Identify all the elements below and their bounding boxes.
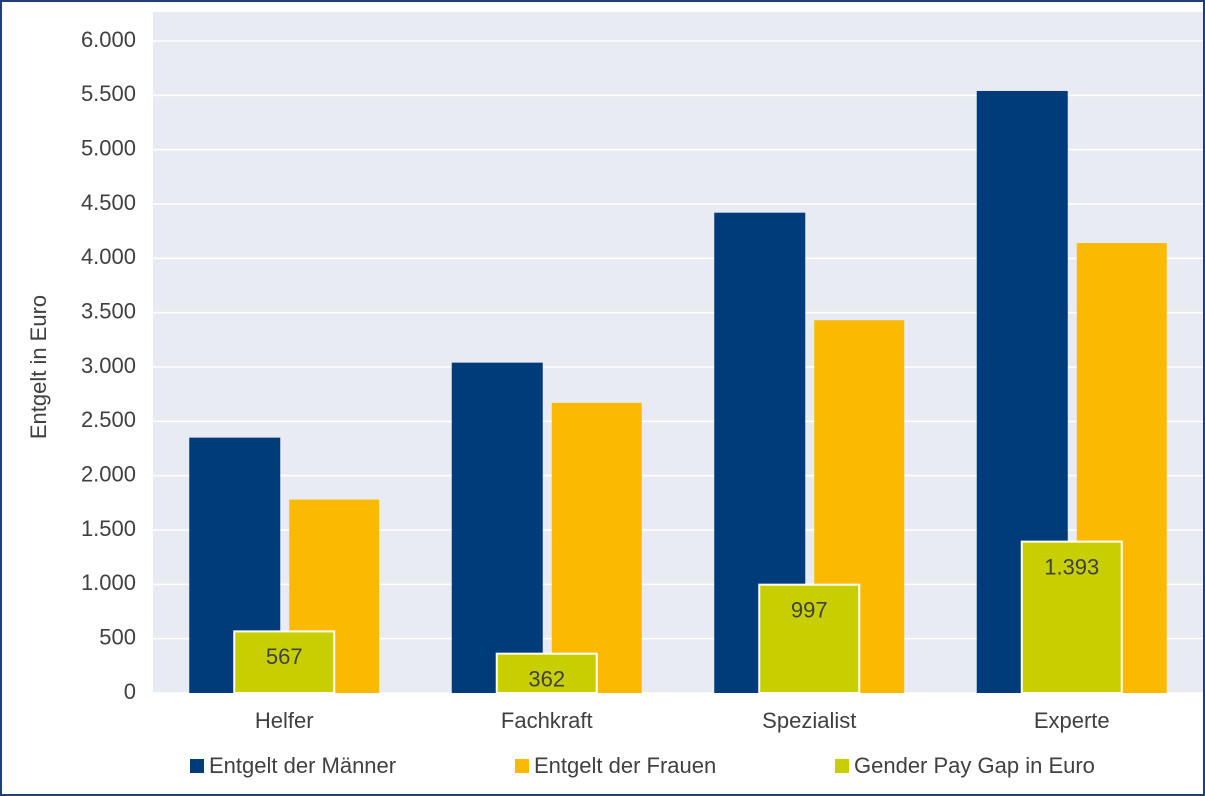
x-tick-label: Experte bbox=[1034, 708, 1110, 733]
y-tick-label: 0 bbox=[124, 679, 136, 704]
data-label: 567 bbox=[266, 644, 303, 669]
bar bbox=[1020, 540, 1123, 694]
bar bbox=[551, 402, 642, 693]
y-tick-label: 5.500 bbox=[81, 81, 136, 106]
data-label: 997 bbox=[791, 597, 828, 622]
y-tick-label: 3.000 bbox=[81, 353, 136, 378]
legend-swatch bbox=[190, 759, 204, 773]
bar bbox=[758, 583, 861, 695]
x-tick-label: Spezialist bbox=[762, 708, 856, 733]
x-tick-label: Helfer bbox=[255, 708, 314, 733]
x-tick-label: Fachkraft bbox=[501, 708, 593, 733]
y-tick-label: 6.000 bbox=[81, 27, 136, 52]
y-tick-label: 1.500 bbox=[81, 516, 136, 541]
legend-swatch bbox=[835, 759, 849, 773]
bar bbox=[233, 630, 336, 694]
legend-label: Entgelt der Frauen bbox=[534, 753, 716, 778]
y-tick-label: 2.000 bbox=[81, 461, 136, 486]
legend-swatch bbox=[515, 759, 529, 773]
y-tick-label: 1.000 bbox=[81, 570, 136, 595]
y-tick-label: 5.000 bbox=[81, 135, 136, 160]
y-tick-label: 500 bbox=[99, 624, 136, 649]
legend-label: Gender Pay Gap in Euro bbox=[854, 753, 1095, 778]
y-tick-label: 3.500 bbox=[81, 298, 136, 323]
y-axis-label: Entgelt in Euro bbox=[26, 295, 51, 439]
y-tick-label: 4.500 bbox=[81, 190, 136, 215]
bar bbox=[495, 652, 598, 694]
legend-label: Entgelt der Männer bbox=[209, 753, 396, 778]
data-label: 362 bbox=[528, 666, 565, 691]
bar bbox=[451, 362, 543, 693]
data-label: 1.393 bbox=[1044, 554, 1099, 579]
y-tick-label: 4.000 bbox=[81, 244, 136, 269]
y-tick-label: 2.500 bbox=[81, 407, 136, 432]
